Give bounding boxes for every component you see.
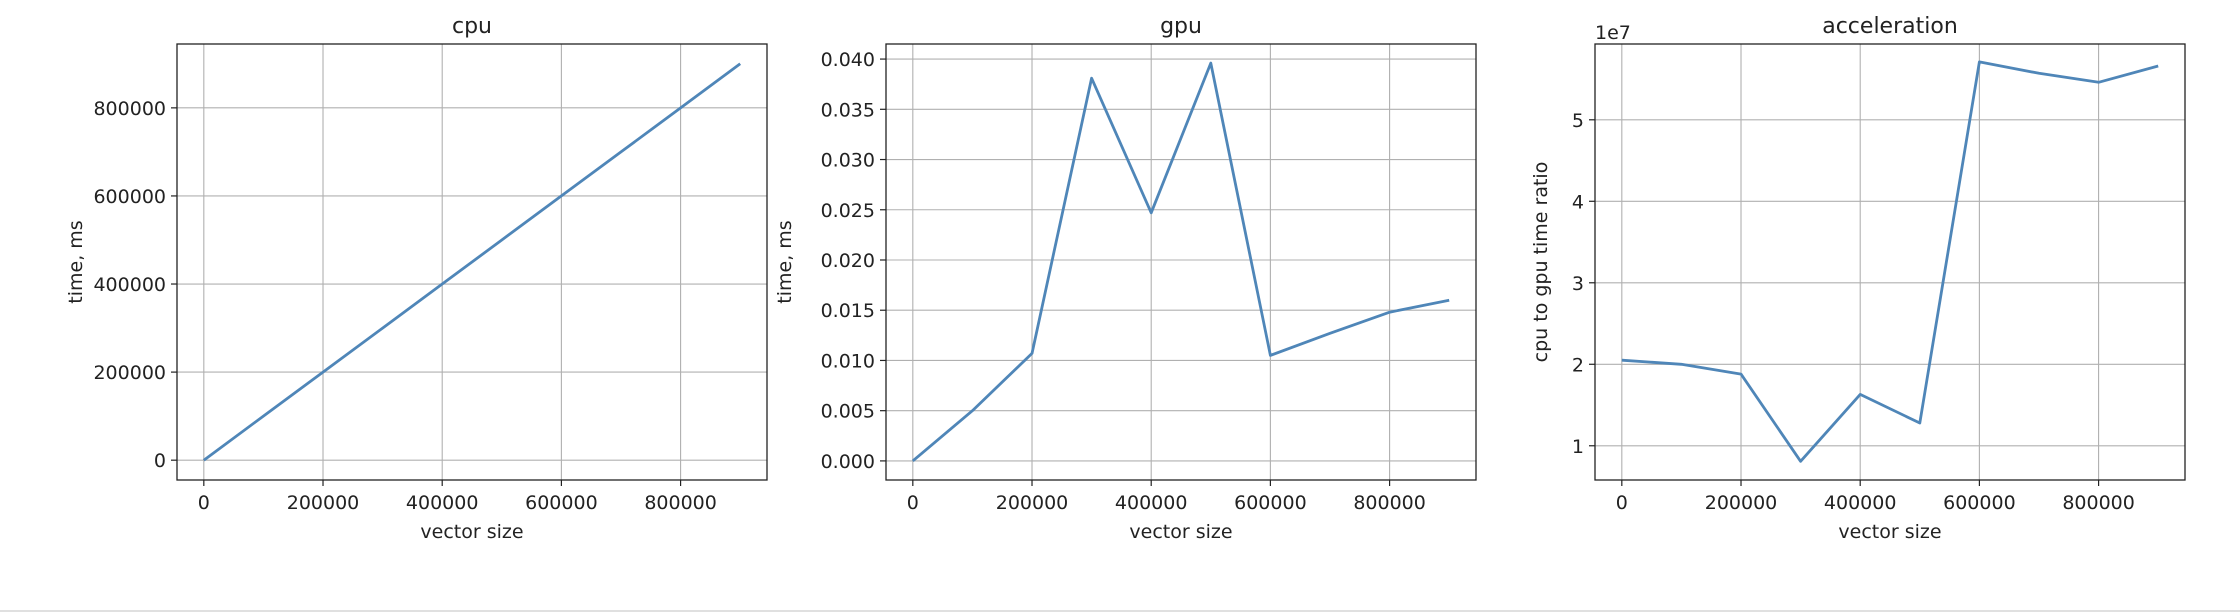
gpu-x-tick-label: 0 — [907, 492, 919, 514]
acceleration-y-tick-label: 5 — [1572, 110, 1584, 132]
gpu-x-tick-label: 400000 — [1115, 492, 1188, 514]
acceleration-y-tick-label: 4 — [1572, 191, 1584, 213]
cpu-axes-frame — [176, 43, 768, 481]
gpu-x-tick-label: 600000 — [1234, 492, 1307, 514]
gpu-y-tick-label: 0.020 — [821, 250, 875, 272]
acceleration-y-offset-label: 1e7 — [1595, 22, 1631, 44]
acceleration-title: acceleration — [1822, 14, 1958, 39]
acceleration-series-line — [1621, 60, 2159, 463]
cpu-series-line — [202, 62, 742, 462]
cpu-y-axis-label: time, ms — [65, 220, 87, 303]
gpu-series-line — [911, 61, 1450, 462]
cpu-y-tick-label: 800000 — [93, 98, 166, 120]
acceleration-subplot: 0 200000 400000 600000 800000 1 2 3 4 5 accelerat… — [1530, 14, 2186, 543]
acceleration-grid — [1595, 44, 2185, 480]
cpu-grid — [177, 44, 767, 480]
acceleration-axes-frame — [1594, 43, 2186, 481]
cpu-y-tick-label: 200000 — [93, 362, 166, 384]
cpu-x-tick-label: 600000 — [525, 492, 598, 514]
cpu-x-tick-label: 800000 — [644, 492, 717, 514]
gpu-y-tick-label: 0.035 — [821, 99, 875, 121]
cpu-subplot: 0 200000 400000 600000 800000 0 200000 400000 60… — [65, 14, 768, 543]
cpu-ticks: 0 200000 400000 600000 800000 0 200000 400000 60… — [93, 98, 716, 514]
acceleration-x-tick-label: 200000 — [1705, 492, 1778, 514]
acceleration-x-axis-label: vector size — [1838, 521, 1941, 543]
gpu-x-tick-label: 200000 — [996, 492, 1069, 514]
gpu-y-tick-label: 0.040 — [821, 49, 875, 71]
acceleration-series — [1621, 60, 2159, 463]
acceleration-y-tick-label: 2 — [1572, 354, 1584, 376]
cpu-x-tick-label: 400000 — [406, 492, 479, 514]
cpu-x-axis-label: vector size — [420, 521, 523, 543]
gpu-y-tick-label: 0.000 — [821, 451, 875, 473]
acceleration-x-tick-label: 400000 — [1824, 492, 1897, 514]
acceleration-x-tick-label: 0 — [1616, 492, 1628, 514]
gpu-y-tick-label: 0.005 — [821, 401, 875, 423]
cpu-title: cpu — [452, 14, 492, 39]
cpu-y-tick-label: 0 — [154, 450, 166, 472]
gpu-y-tick-label: 0.015 — [821, 300, 875, 322]
gpu-grid — [886, 44, 1476, 480]
acceleration-y-tick-label: 1 — [1572, 436, 1584, 458]
gpu-y-tick-label: 0.030 — [821, 150, 875, 172]
gpu-series — [911, 61, 1450, 462]
acceleration-y-axis-label: cpu to gpu time ratio — [1530, 162, 1552, 363]
gpu-x-axis-label: vector size — [1129, 521, 1232, 543]
gpu-y-tick-label: 0.025 — [821, 200, 875, 222]
gpu-y-axis-label: time, ms — [774, 220, 796, 303]
acceleration-x-tick-label: 600000 — [1943, 492, 2016, 514]
cpu-y-tick-label: 400000 — [93, 274, 166, 296]
gpu-axes-frame — [885, 43, 1477, 481]
cpu-x-tick-label: 0 — [198, 492, 210, 514]
gpu-x-tick-label: 800000 — [1353, 492, 1426, 514]
acceleration-y-tick-label: 3 — [1572, 273, 1584, 295]
acceleration-x-tick-label: 800000 — [2062, 492, 2135, 514]
cpu-y-tick-label: 600000 — [93, 186, 166, 208]
gpu-title: gpu — [1160, 14, 1202, 39]
gpu-y-tick-label: 0.010 — [821, 350, 875, 372]
gpu-subplot: 0 200000 400000 600000 800000 0.000 0.005 0.010… — [774, 14, 1477, 543]
cpu-x-tick-label: 200000 — [287, 492, 360, 514]
cpu-series — [202, 62, 742, 462]
acceleration-ticks: 0 200000 400000 600000 800000 1 2 3 4 5 — [1572, 110, 2135, 514]
output-divider — [0, 610, 2240, 612]
gpu-ticks: 0 200000 400000 600000 800000 0.000 0.005 0.010… — [821, 49, 1426, 514]
